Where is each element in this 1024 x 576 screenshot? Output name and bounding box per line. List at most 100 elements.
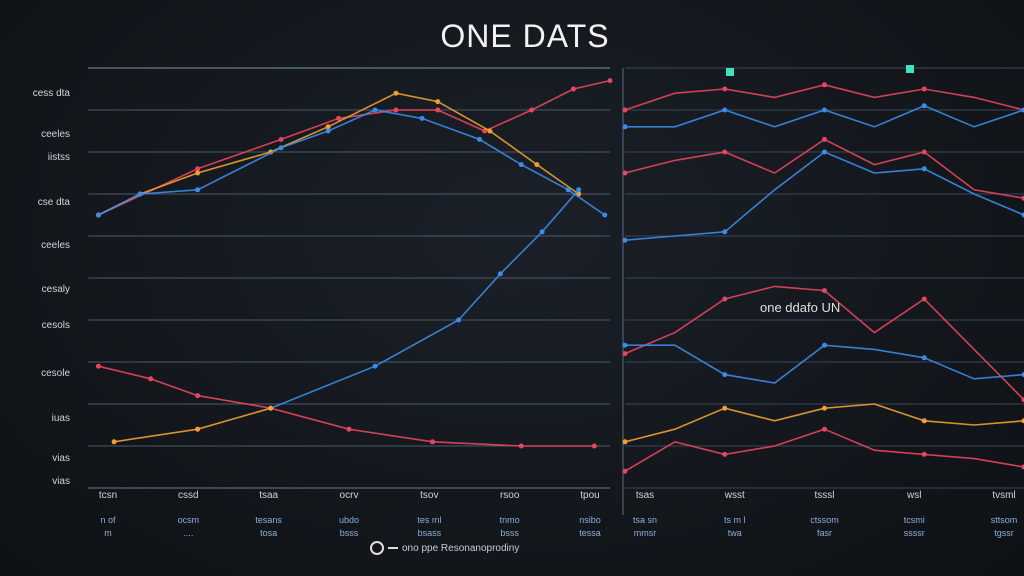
data-point — [1021, 372, 1024, 378]
data-point — [111, 439, 117, 445]
data-point — [1021, 195, 1024, 201]
data-point — [622, 124, 628, 130]
y-tick-label: cesaly — [42, 284, 70, 295]
data-point — [325, 124, 331, 130]
series-line-red-upper — [98, 79, 611, 216]
data-point — [921, 451, 927, 457]
data-point — [722, 149, 728, 155]
data-point — [1021, 212, 1024, 218]
data-point — [1021, 397, 1024, 403]
x-tick-label: tvsml — [992, 490, 1015, 501]
data-point — [195, 393, 201, 399]
series-line-r4 — [624, 428, 1024, 472]
legend: ono ppe Resonanoprodiny — [370, 541, 519, 555]
data-point — [539, 229, 545, 235]
data-point — [497, 271, 503, 277]
series-line-b2 — [624, 151, 1024, 241]
data-point — [95, 363, 101, 369]
y-tick-label: cesole — [41, 368, 70, 379]
x-sub-label: sttsom — [991, 515, 1018, 525]
data-point — [822, 149, 827, 155]
data-point — [487, 128, 493, 134]
data-point — [278, 145, 284, 151]
data-point — [278, 136, 284, 142]
legend-marker-icon — [370, 541, 384, 555]
x-tick-label: tpou — [580, 490, 599, 501]
data-point — [822, 342, 827, 348]
data-point — [325, 128, 331, 134]
legend-line-icon — [388, 547, 398, 549]
inner-label: one ddafo UN — [760, 300, 841, 315]
y-tick-label: iistss — [48, 152, 70, 163]
marker-square — [906, 65, 914, 73]
x-sub-label: mmsr — [634, 528, 657, 538]
x-sub-label: n of — [100, 515, 116, 525]
series-line-orange-low — [113, 407, 271, 443]
data-point — [534, 162, 540, 168]
x-tick-label: tsssl — [815, 490, 835, 501]
data-point — [622, 107, 628, 113]
x-sub-label: bsss — [340, 528, 359, 538]
data-point — [195, 187, 201, 193]
series-line-b3 — [625, 344, 1024, 384]
x-sub-label: tnmo — [500, 515, 520, 525]
data-point — [570, 86, 576, 92]
data-point — [148, 376, 154, 382]
data-point — [722, 107, 728, 113]
data-point — [822, 426, 827, 432]
data-point — [372, 107, 378, 113]
data-point — [921, 149, 927, 155]
data-point — [393, 90, 399, 96]
data-point — [137, 191, 143, 197]
data-point — [921, 355, 927, 361]
y-tick-label: vias — [52, 453, 70, 464]
x-tick-label: cssd — [178, 490, 199, 501]
data-point — [95, 212, 101, 218]
x-sub-label: tcsmi — [904, 515, 925, 525]
data-point — [1021, 418, 1024, 424]
data-point — [482, 128, 488, 134]
x-sub-label: twa — [728, 528, 742, 538]
series-line-r1 — [624, 83, 1024, 111]
x-tick-label: tsov — [420, 490, 438, 501]
y-tick-label: cesols — [42, 320, 70, 331]
x-sub-label: tes ml — [417, 515, 441, 525]
data-point — [1021, 464, 1024, 470]
data-point — [622, 342, 628, 348]
data-point — [529, 107, 535, 113]
data-point — [722, 372, 728, 378]
data-point — [336, 115, 342, 121]
x-sub-label: .... — [183, 528, 193, 538]
y-tick-label: ceeles — [41, 129, 70, 140]
data-point — [518, 162, 524, 168]
data-point — [822, 107, 827, 113]
data-point — [346, 426, 352, 432]
x-sub-label: tosa — [260, 528, 277, 538]
data-point — [195, 166, 201, 172]
y-tick-label: vias — [52, 476, 70, 487]
x-tick-label: wsl — [906, 490, 921, 501]
series-line-red-falling — [98, 365, 595, 447]
x-sub-label: ts m l — [724, 515, 746, 525]
series-line-orange-upper — [98, 92, 580, 216]
data-point — [195, 426, 201, 432]
x-sub-label: ssssr — [904, 528, 925, 538]
data-point — [722, 405, 728, 411]
data-point — [921, 418, 927, 424]
x-sub-label: tesans — [255, 515, 282, 525]
data-point — [565, 187, 571, 193]
data-point — [477, 136, 482, 142]
data-point — [195, 170, 201, 176]
data-point — [722, 86, 728, 92]
data-point — [822, 136, 827, 142]
data-point — [822, 288, 827, 294]
legend-text: ono ppe Resonanoprodiny — [402, 542, 520, 554]
data-point — [921, 86, 927, 92]
data-point — [722, 229, 728, 235]
y-tick-label: ceeles — [41, 240, 70, 251]
x-tick-label: tsaa — [259, 490, 278, 501]
data-point — [822, 405, 827, 411]
data-point — [822, 82, 827, 88]
chart-title: ONE DATS — [440, 18, 610, 54]
